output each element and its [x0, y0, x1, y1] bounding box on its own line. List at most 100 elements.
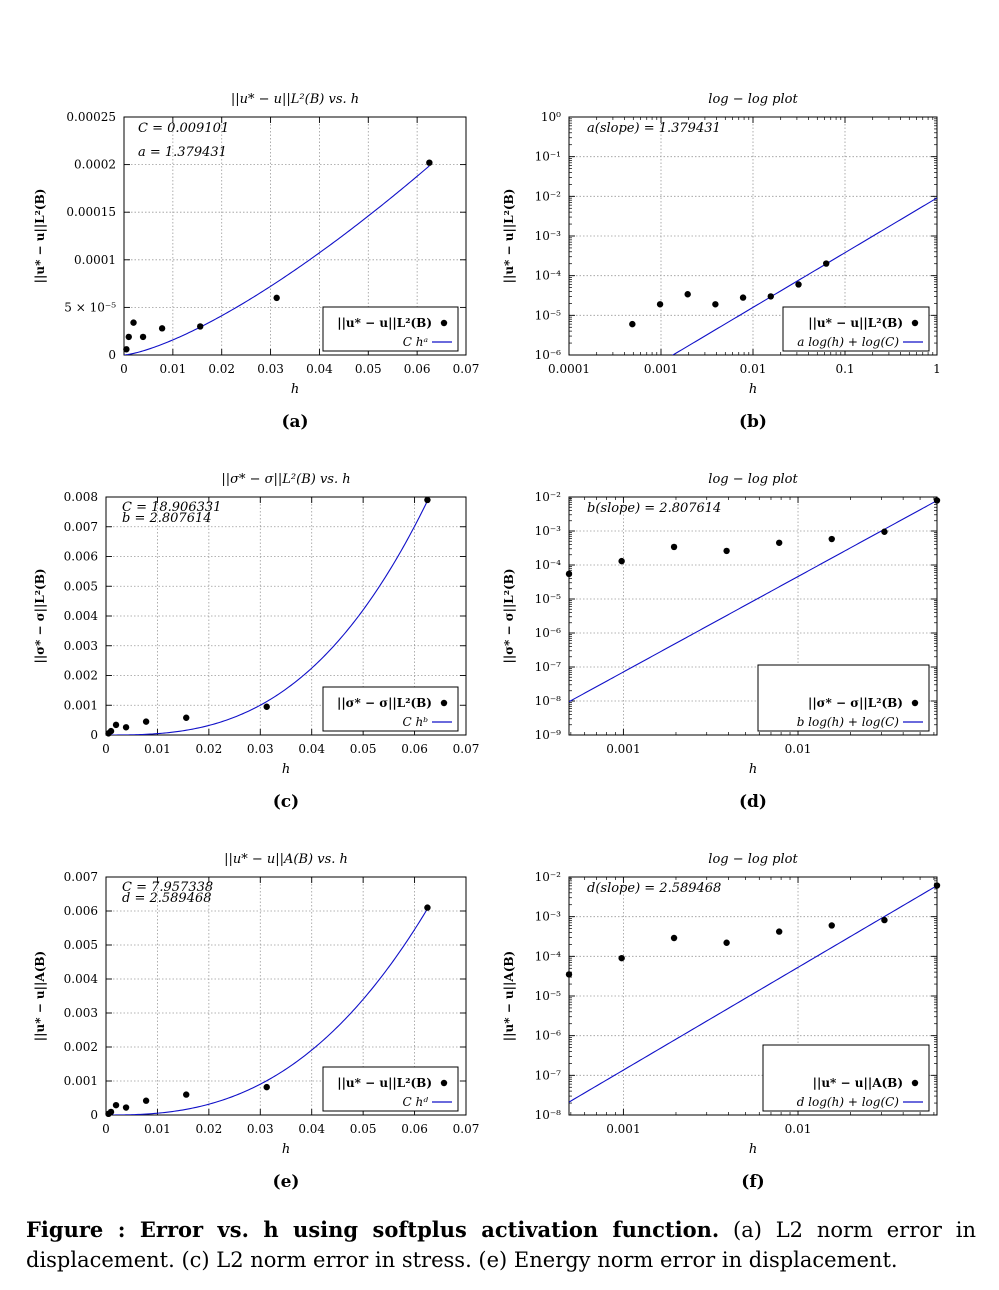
- legend-points-label: ||u* − u||L²(B): [337, 316, 432, 330]
- x-tick-label: 0.07: [453, 1122, 480, 1136]
- data-point: [142, 1097, 150, 1104]
- panel-e: 0 0.01 0.02 0.03 0.04 0.05 0.06 0.07 0 0.001 0.002…: [33, 852, 479, 1192]
- fit-annotation: a = 1.379431: [138, 145, 227, 160]
- data-point: [795, 281, 802, 288]
- legend-point-marker: [911, 1079, 919, 1087]
- x-tick-label: 0.0001: [548, 362, 590, 376]
- fit-annotation: C = 0.009101: [138, 121, 229, 136]
- legend-box: [322, 1066, 459, 1112]
- y-tick-label: 0.005: [64, 579, 98, 593]
- data-point: [122, 1104, 130, 1111]
- fit-annotation: C = 18.906331: [122, 500, 221, 515]
- data-point: [139, 333, 147, 341]
- legend-line-label: C hᵈ: [402, 1095, 428, 1109]
- y-tick-label: 0.0001: [74, 253, 116, 267]
- panel-sublabel: (e): [273, 1172, 300, 1192]
- data-point: [712, 301, 719, 308]
- x-tick-label: 0.03: [247, 742, 274, 756]
- data-point: [823, 260, 830, 267]
- legend-point-marker: [440, 319, 448, 327]
- chart-title: ||u* − u||A(B) vs. h: [224, 852, 348, 867]
- fit-line-group: [106, 500, 428, 735]
- chart-title: ||u* − u||L²(B) vs. h: [231, 92, 359, 107]
- y-tick-label: 0.003: [64, 1006, 98, 1020]
- y-axis-label: ||σ* − σ||L²(B): [33, 568, 47, 663]
- fit-line-group: [124, 165, 430, 355]
- data-point: [107, 727, 115, 735]
- data-point: [183, 714, 190, 721]
- y-tick-label: 0.007: [64, 870, 98, 884]
- y-tick-label: 0.0002: [74, 158, 116, 172]
- legend-line-label: C hᵃ: [403, 335, 428, 349]
- panel-sublabel: (d): [739, 792, 767, 812]
- panel-sublabel: (b): [739, 412, 767, 432]
- data-point: [158, 325, 166, 332]
- fit-annotation: b = 2.807614: [122, 511, 212, 526]
- y-tick-label: 0: [90, 1108, 98, 1122]
- data-point: [183, 1091, 190, 1098]
- y-tick-label: 10⁻⁷: [535, 660, 562, 674]
- panel-sublabel: (a): [281, 412, 308, 432]
- data-point: [881, 528, 888, 535]
- y-tick-label: 10⁻⁶: [535, 1029, 562, 1043]
- fit-line-group: [569, 500, 937, 703]
- data-point: [828, 922, 835, 929]
- x-tick-label: 0.1: [835, 362, 854, 376]
- plot-frame: [123, 116, 467, 356]
- y-tick-label: 10⁰: [541, 110, 561, 124]
- data-point: [565, 971, 573, 978]
- data-point: [424, 496, 431, 504]
- y-tick-label: 10⁻⁸: [535, 1108, 562, 1122]
- panel-b: 0.0001 0.001 0.01 0.1 1 10⁻⁶ 10⁻⁵ 10⁻⁴ 10⁻³ 10⁻² 1…: [502, 92, 941, 432]
- y-tick-label: 10⁻⁷: [535, 1068, 562, 1082]
- plot-frame: [568, 876, 938, 1116]
- plot-frame: [568, 496, 938, 736]
- x-tick-label: 0.02: [195, 742, 222, 756]
- chart-title: log − log plot: [708, 92, 798, 107]
- data-point: [656, 301, 664, 308]
- y-tick-label: 0.006: [64, 904, 98, 918]
- fit-annotation: b(slope) = 2.807614: [587, 501, 721, 516]
- plot-frame: [105, 876, 467, 1116]
- x-tick-label: 0: [120, 362, 128, 376]
- data-point: [933, 497, 941, 504]
- y-tick-label: 10⁻⁵: [535, 989, 562, 1003]
- data-point: [130, 319, 137, 326]
- legend-box: [782, 306, 930, 352]
- panel-f: 0.001 0.01 10⁻⁸ 10⁻⁷ 10⁻⁶ 10⁻⁵ 10⁻⁴ 10⁻³ 10⁻² d(s…: [502, 852, 941, 1192]
- data-point: [112, 1101, 120, 1109]
- caption-lead: Figure : Error vs. h using softplus acti…: [26, 1217, 720, 1242]
- data-point: [263, 1083, 270, 1091]
- y-tick-label: 5 × 10⁻⁵: [64, 300, 116, 314]
- y-tick-label: 0.001: [64, 1074, 98, 1088]
- panel-d: 0.001 0.01 10⁻⁹ 10⁻⁸ 10⁻⁷ 10⁻⁶ 10⁻⁵ 10⁻⁴ 10⁻³ 10⁻…: [502, 472, 941, 812]
- fit-line: [106, 500, 428, 735]
- panel-c: 0 0.01 0.02 0.03 0.04 0.05 0.06 0.07 0 0.001 0.002…: [33, 472, 479, 812]
- x-tick-label: 0.06: [404, 362, 431, 376]
- data-point: [933, 882, 941, 889]
- legend-points-label: ||u* − u||A(B): [813, 1076, 903, 1090]
- x-tick-label: 0.03: [257, 362, 284, 376]
- y-tick-label: 10⁻³: [535, 524, 562, 538]
- x-tick-label: 0.04: [298, 1122, 325, 1136]
- y-tick-label: 0: [90, 728, 98, 742]
- legend-box: [322, 306, 459, 352]
- x-axis-label: h: [282, 1142, 290, 1157]
- y-tick-label: 0.006: [64, 550, 98, 564]
- x-tick-label: 0.03: [247, 1122, 274, 1136]
- data-point: [723, 939, 730, 946]
- legend-point-marker: [911, 319, 919, 327]
- data-point: [263, 703, 270, 710]
- x-tick-label: 0.04: [306, 362, 333, 376]
- legend-points-label: ||u* − u||L²(B): [337, 1076, 432, 1090]
- panel-sublabel: (c): [273, 792, 299, 812]
- x-tick-label: 0.05: [350, 1122, 377, 1136]
- y-tick-label: 0.005: [64, 938, 98, 952]
- y-tick-label: 10⁻⁴: [535, 269, 562, 283]
- caption-body: (a) L2 norm error in displacement. (c) L…: [26, 1218, 976, 1272]
- x-axis-label: h: [749, 762, 757, 777]
- x-tick-label: 0.06: [401, 1122, 428, 1136]
- legend-line-label: a log(h) + log(C): [797, 335, 899, 349]
- x-tick-label: 1: [933, 362, 941, 376]
- data-point: [424, 904, 431, 911]
